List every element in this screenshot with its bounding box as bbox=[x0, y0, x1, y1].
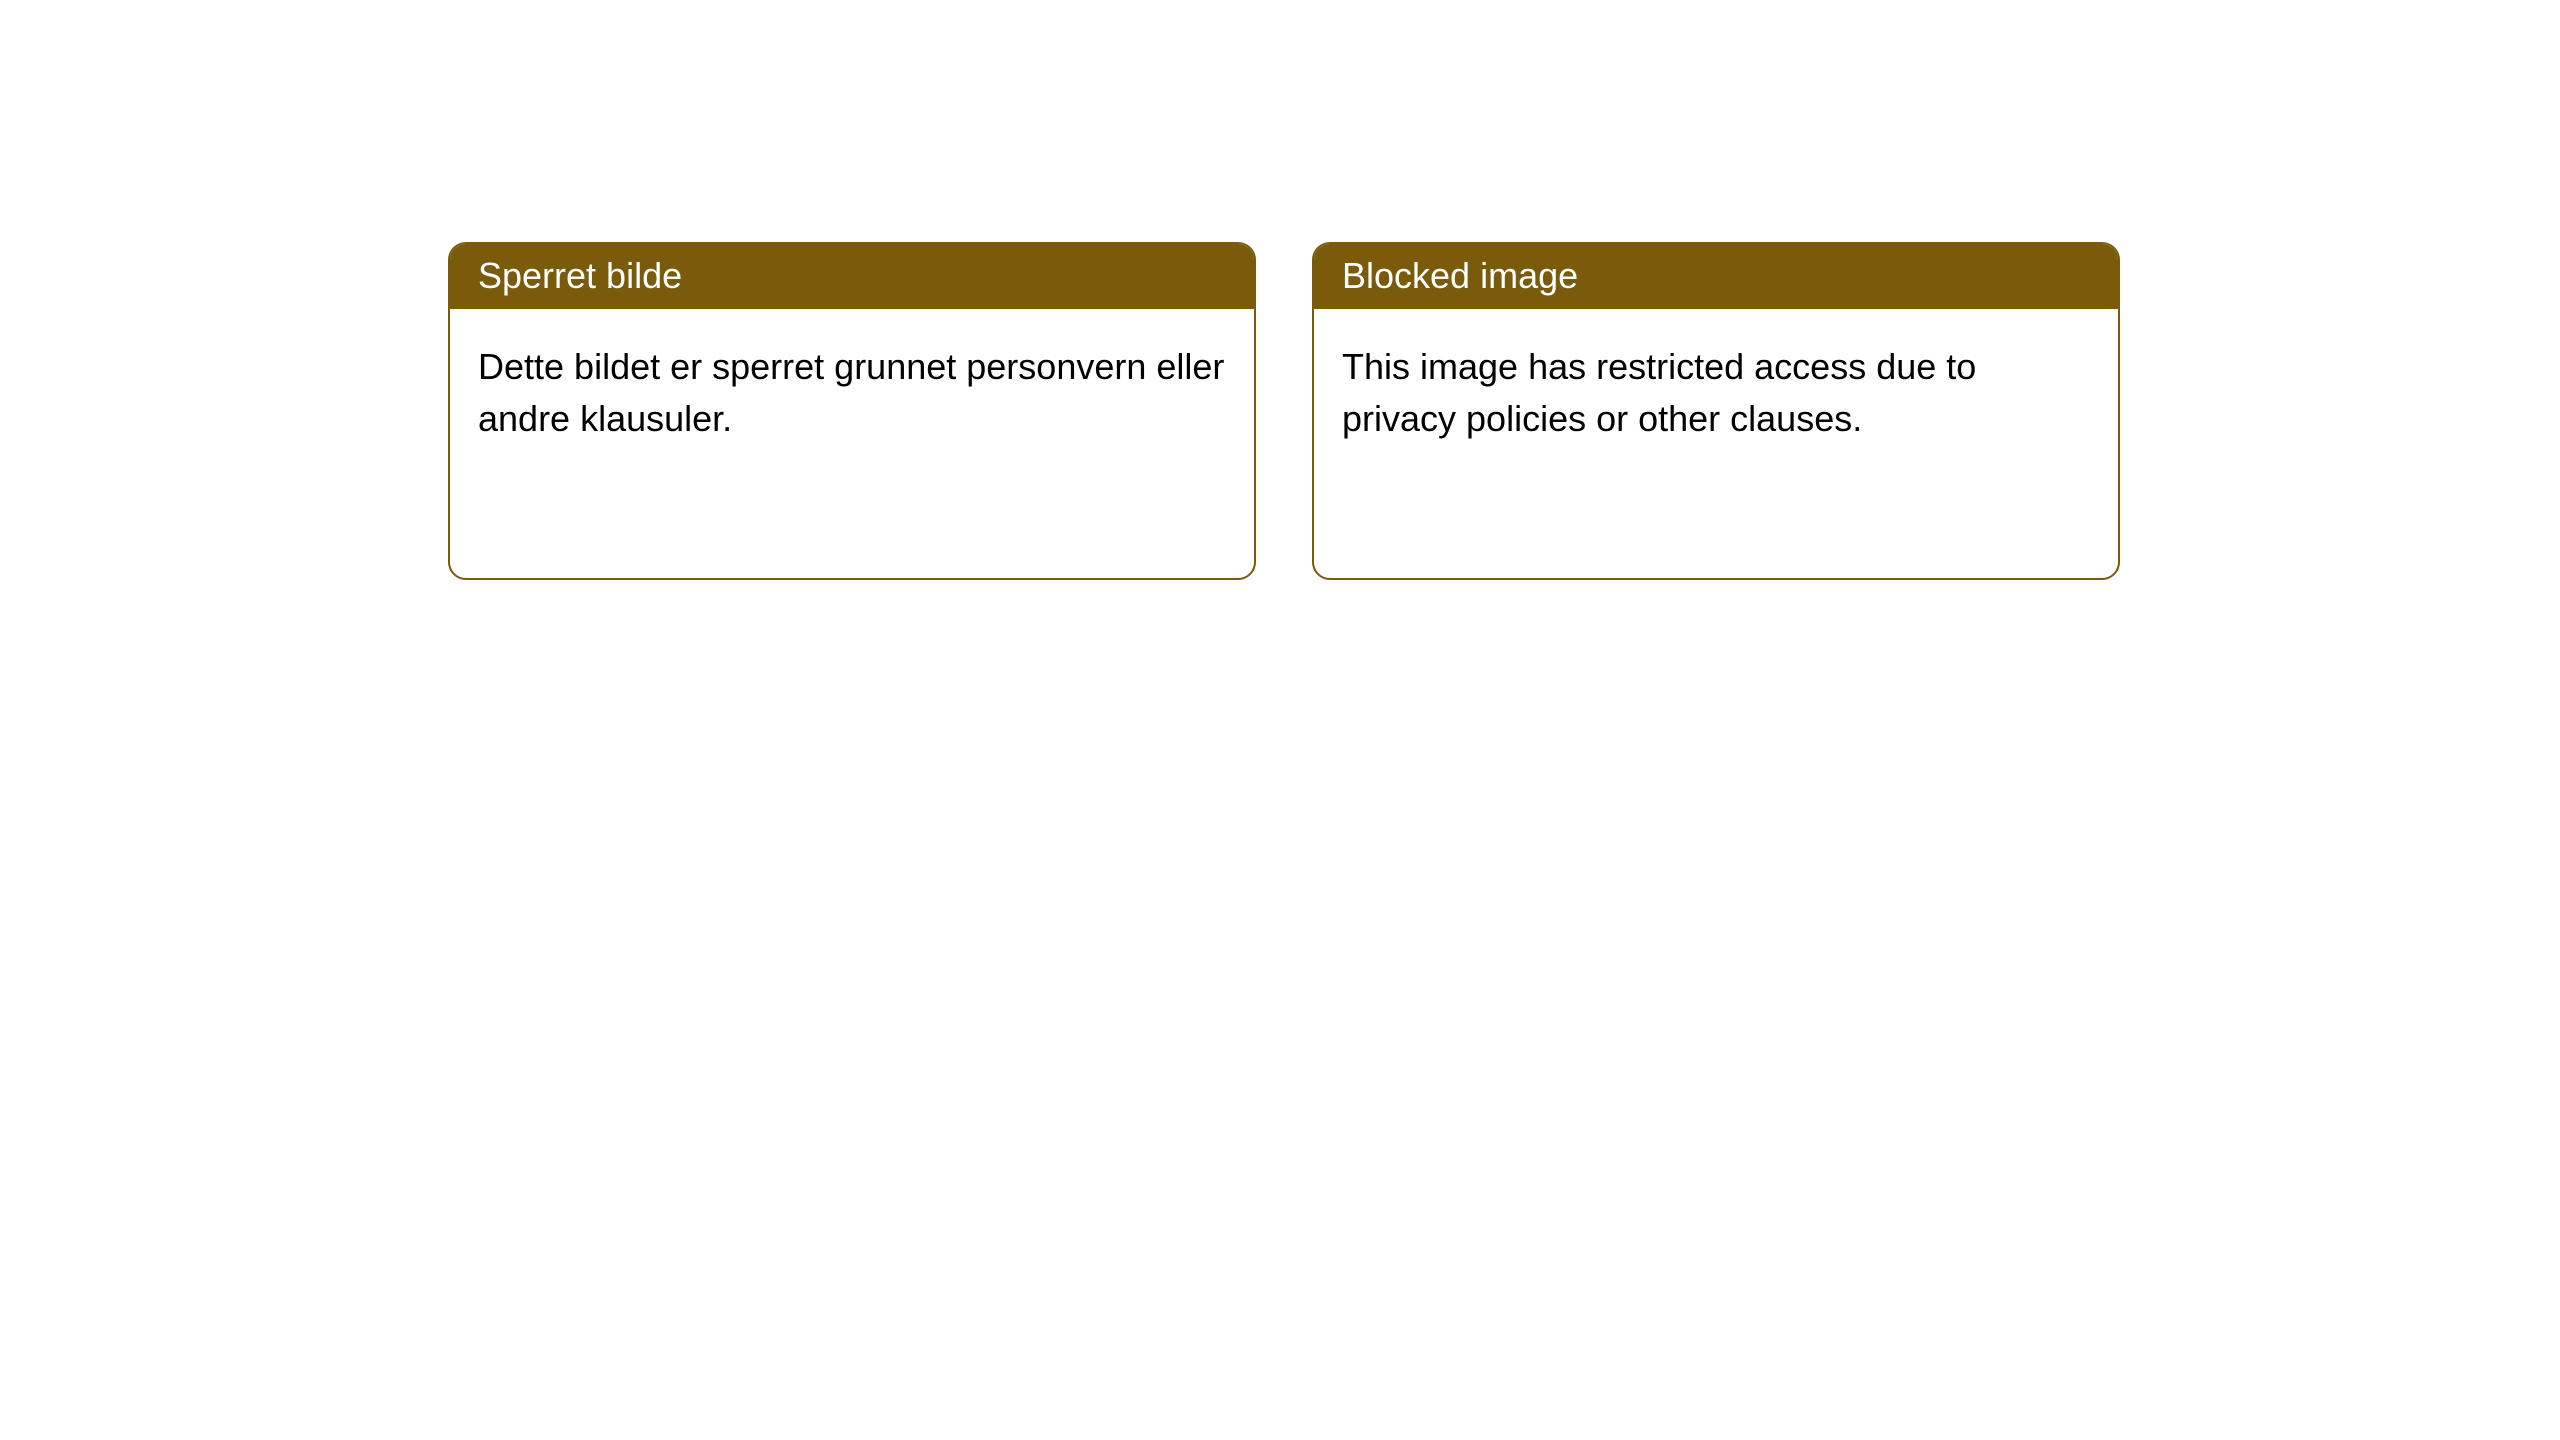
notice-title: Blocked image bbox=[1314, 244, 2118, 309]
notice-box-english: Blocked image This image has restricted … bbox=[1312, 242, 2120, 580]
notice-title: Sperret bilde bbox=[450, 244, 1254, 309]
notice-body-text: This image has restricted access due to … bbox=[1314, 309, 2118, 477]
notice-body-text: Dette bildet er sperret grunnet personve… bbox=[450, 309, 1254, 477]
notice-container: Sperret bilde Dette bildet er sperret gr… bbox=[0, 0, 2560, 580]
notice-box-norwegian: Sperret bilde Dette bildet er sperret gr… bbox=[448, 242, 1256, 580]
